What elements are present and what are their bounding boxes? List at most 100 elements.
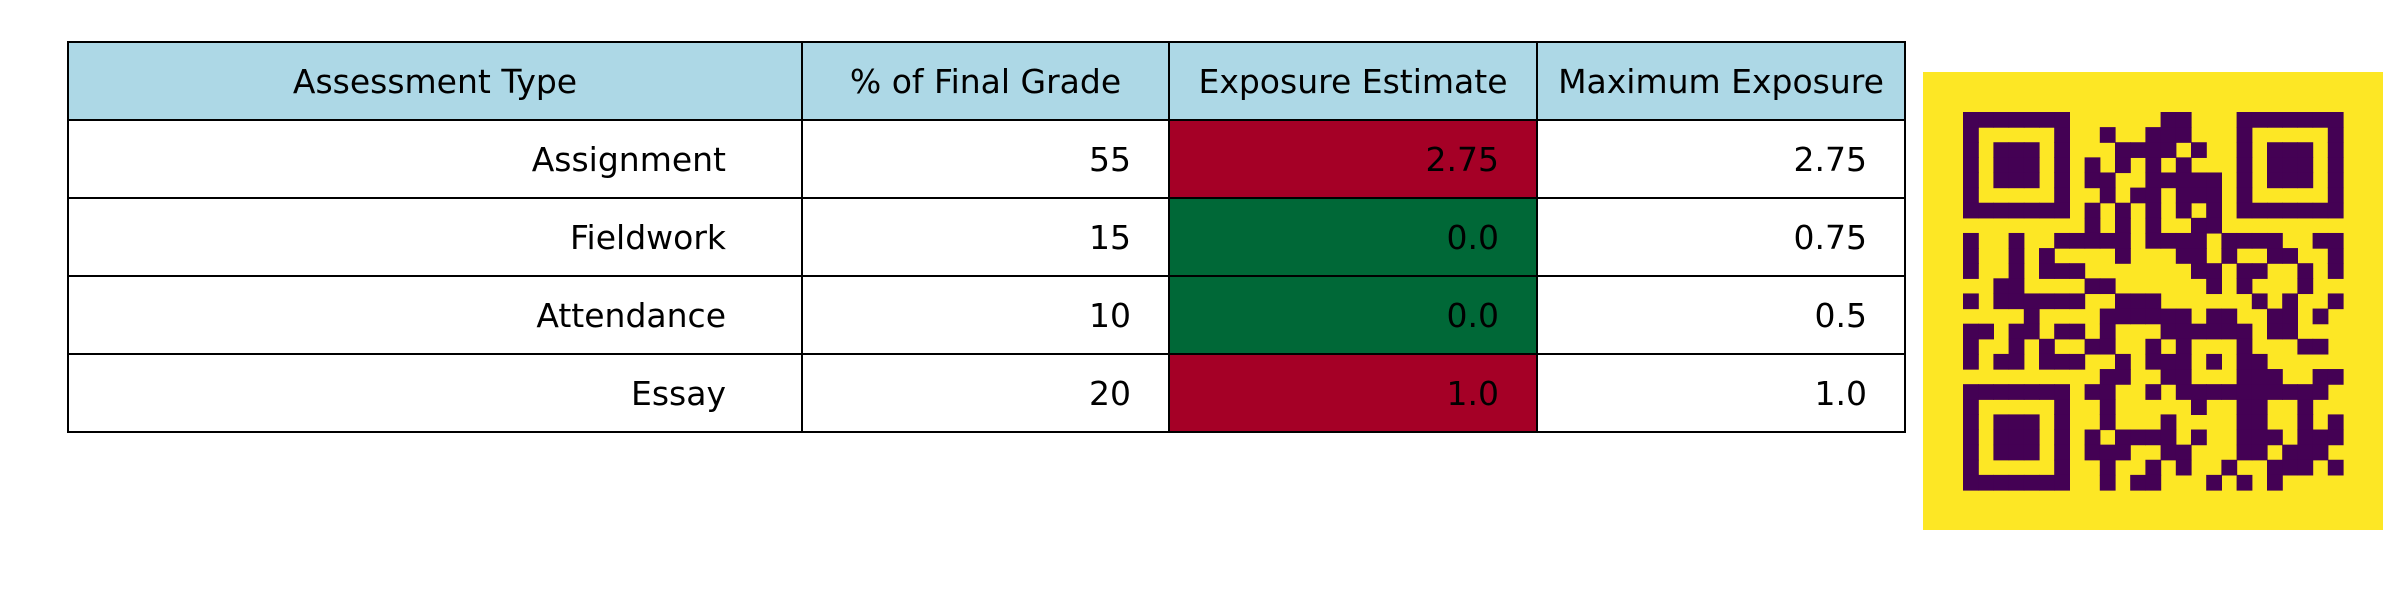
qr-module [2054, 202, 2070, 219]
qr-module [2160, 142, 2177, 158]
qr-module [2099, 187, 2116, 204]
qr-module [2145, 157, 2162, 174]
qr-module [2191, 217, 2207, 234]
qr-module [2191, 399, 2207, 415]
qr-module [2267, 384, 2283, 400]
qr-module [2267, 429, 2283, 446]
qr-module [2054, 263, 2070, 279]
table-header-row: Assessment Type % of Final Grade Exposur… [67, 41, 1906, 121]
qr-module [2008, 278, 2025, 295]
qr-code-icon [1923, 72, 2383, 530]
qr-module [2175, 308, 2192, 325]
table-row: Fieldwork 15 0.0 0.75 [67, 197, 1906, 277]
qr-module [2145, 293, 2162, 310]
qr-module [2297, 459, 2314, 476]
cell-assessment-type: Attendance [67, 275, 803, 355]
qr-module [2099, 308, 2116, 325]
qr-module [2160, 444, 2177, 461]
cell-maximum-exposure: 1.0 [1536, 353, 1906, 433]
qr-module [2251, 369, 2268, 385]
qr-module [2327, 459, 2344, 476]
qr-module [2084, 202, 2101, 219]
qr-module [2191, 323, 2207, 340]
qr-module [2099, 399, 2116, 415]
qr-module [2175, 353, 2192, 370]
qr-module [2160, 369, 2177, 385]
qr-module [2084, 384, 2101, 400]
qr-module [2282, 444, 2298, 461]
qr-module [2160, 172, 2177, 189]
qr-module [2008, 323, 2025, 340]
exposure-table: Assessment Type % of Final Grade Exposur… [67, 41, 1906, 433]
qr-module [2069, 323, 2086, 340]
qr-module [2327, 293, 2344, 310]
qr-module [2023, 142, 2040, 158]
qr-module [2008, 338, 2025, 355]
qr-module [2175, 369, 2192, 385]
qr-module [2054, 459, 2070, 476]
cell-exposure-estimate: 0.0 [1168, 275, 1538, 355]
cell-assessment-type: Fieldwork [67, 197, 803, 277]
qr-module [2251, 293, 2268, 310]
table-row: Attendance 10 0.0 0.5 [67, 275, 1906, 355]
qr-module [2039, 338, 2055, 355]
qr-module [2282, 459, 2298, 476]
qr-module [2008, 293, 2025, 310]
cell-maximum-exposure: 0.5 [1536, 275, 1906, 355]
qr-module [2327, 112, 2344, 128]
qr-module [2023, 414, 2040, 431]
qr-module [2297, 414, 2314, 431]
qr-module [2008, 112, 2025, 128]
qr-module [2023, 157, 2040, 174]
qr-module [2312, 444, 2329, 461]
qr-module [2297, 444, 2314, 461]
qr-module [1963, 263, 1979, 279]
qr-module [2312, 429, 2329, 446]
qr-module [2069, 232, 2086, 249]
qr-module [2175, 112, 2192, 128]
qr-module [2282, 172, 2298, 189]
qr-module [2251, 232, 2268, 249]
qr-module [2054, 353, 2070, 370]
qr-module [2023, 323, 2040, 340]
qr-module [2251, 202, 2268, 219]
qr-module [2084, 232, 2101, 249]
qr-module [2251, 384, 2268, 400]
qr-module [2145, 142, 2162, 158]
qr-module [2175, 323, 2192, 340]
qr-module [2251, 429, 2268, 446]
qr-module [2221, 308, 2238, 325]
qr-module [2267, 172, 2283, 189]
qr-module [1963, 187, 1979, 204]
qr-module [2099, 278, 2116, 295]
qr-module [2008, 384, 2025, 400]
qr-module [2008, 172, 2025, 189]
qr-module [2145, 429, 2162, 446]
qr-module [2297, 172, 2314, 189]
qr-module [2145, 127, 2162, 143]
qr-module [2312, 308, 2329, 325]
qr-module [2160, 232, 2177, 249]
qr-module [2236, 263, 2253, 279]
qr-module [2130, 187, 2146, 204]
qr-module [2297, 338, 2314, 355]
qr-module [2023, 202, 2040, 219]
qr-module [2327, 142, 2344, 158]
qr-module [2236, 444, 2253, 461]
qr-module [2312, 369, 2329, 385]
header-maximum-exposure: Maximum Exposure [1536, 41, 1906, 121]
qr-module [1993, 142, 2010, 158]
qr-module [2099, 127, 2116, 143]
qr-module [2206, 474, 2222, 491]
qr-module [2312, 384, 2329, 400]
qr-module [2145, 217, 2162, 234]
qr-module [2099, 474, 2116, 491]
qr-module [2251, 112, 2268, 128]
qr-module [2236, 429, 2253, 446]
qr-module [2236, 369, 2253, 385]
qr-module [2054, 187, 2070, 204]
qr-module [2160, 353, 2177, 370]
qr-module [2039, 202, 2055, 219]
qr-module [1978, 323, 1994, 340]
qr-module [2130, 429, 2146, 446]
